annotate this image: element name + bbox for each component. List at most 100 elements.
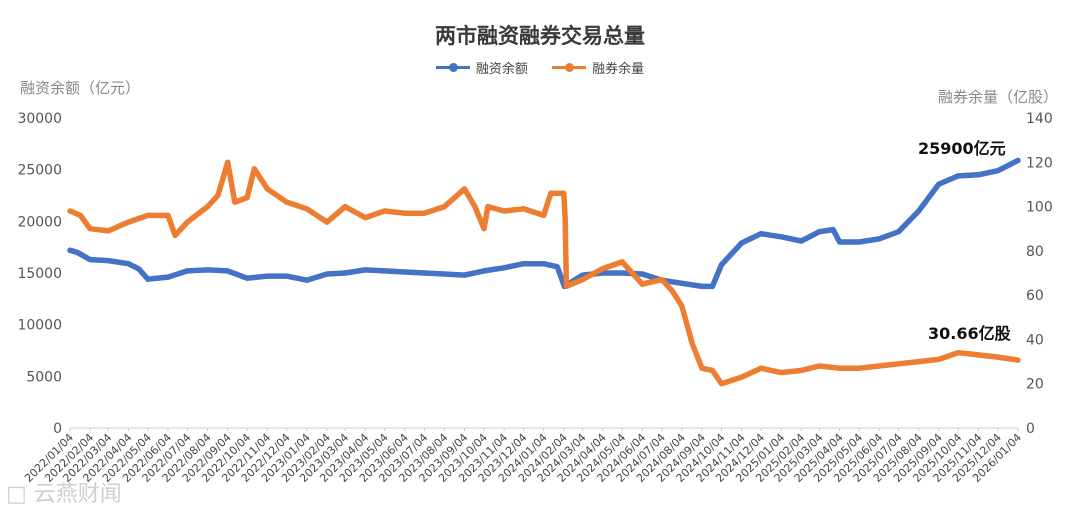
- legend-swatch-securities: [552, 63, 587, 72]
- data-point-securities: [402, 210, 408, 216]
- y-right-tick-label: 140: [1026, 111, 1053, 127]
- data-point-securities: [165, 212, 171, 218]
- data-point-securities: [669, 288, 675, 294]
- data-point-financing: [639, 271, 645, 277]
- y-left-tick-label: 0: [53, 421, 62, 437]
- data-point-financing: [718, 262, 725, 268]
- data-point-securities: [125, 219, 131, 225]
- data-point-securities: [679, 303, 685, 309]
- data-point-securities: [225, 159, 231, 165]
- data-point-securities: [501, 208, 507, 214]
- legend-swatch-financing: [435, 63, 470, 72]
- y-left-tick-label: 20000: [17, 214, 62, 230]
- data-point-financing: [362, 267, 368, 273]
- data-point-securities: [324, 219, 330, 225]
- data-point-securities: [936, 356, 942, 362]
- data-point-securities: [472, 204, 478, 210]
- data-point-securities: [739, 374, 745, 380]
- y-right-tick-label: 80: [1026, 244, 1044, 260]
- data-point-securities: [876, 363, 882, 369]
- data-point-financing: [816, 229, 823, 235]
- watermark: □ 云燕财闻: [6, 482, 122, 507]
- data-point-financing: [619, 270, 625, 276]
- data-point-securities: [659, 277, 665, 283]
- data-point-financing: [284, 273, 290, 279]
- data-point-financing: [125, 261, 131, 267]
- data-point-financing: [778, 234, 784, 240]
- data-point-securities: [709, 367, 716, 373]
- y-left-tick-label: 5000: [26, 369, 62, 385]
- data-point-financing: [876, 236, 882, 242]
- data-point-securities: [541, 212, 547, 218]
- data-point-securities: [145, 212, 151, 218]
- data-point-financing: [896, 229, 902, 235]
- y-axis-left-label: 融资余额（亿元）: [20, 79, 141, 97]
- series-line-securities: [67, 159, 1021, 387]
- data-point-financing: [995, 168, 1001, 174]
- data-point-securities: [87, 226, 93, 232]
- data-point-securities: [184, 219, 190, 225]
- data-point-financing: [837, 239, 843, 245]
- data-point-securities: [689, 341, 695, 347]
- data-point-securities: [284, 199, 290, 205]
- data-point-financing: [402, 269, 408, 275]
- data-point-financing: [554, 264, 560, 270]
- data-point-financing: [441, 271, 447, 277]
- data-point-financing: [798, 238, 804, 244]
- data-point-securities: [955, 350, 961, 356]
- data-point-securities: [580, 277, 586, 283]
- y-right-tick-label: 60: [1026, 288, 1044, 304]
- annotation-financing-end: 25900亿元: [918, 139, 1006, 158]
- data-point-securities: [639, 281, 645, 287]
- data-point-financing: [136, 266, 142, 272]
- data-point-securities: [1015, 357, 1021, 363]
- data-point-financing: [165, 274, 171, 280]
- data-point-financing: [461, 272, 468, 278]
- data-point-financing: [105, 258, 111, 264]
- data-point-securities: [548, 190, 554, 196]
- data-point-securities: [562, 215, 568, 221]
- data-point-securities: [172, 232, 178, 238]
- data-point-securities: [461, 186, 468, 192]
- y-right-tick-label: 0: [1026, 421, 1035, 437]
- data-point-financing: [521, 261, 527, 267]
- data-point-securities: [758, 365, 764, 371]
- data-point-financing: [264, 273, 270, 279]
- data-point-securities: [304, 206, 310, 212]
- y-left-tick-label: 25000: [17, 163, 62, 179]
- data-point-securities: [563, 283, 570, 289]
- data-point-financing: [709, 283, 716, 289]
- legend: 融资余额 融券余量: [0, 58, 1080, 77]
- data-point-securities: [619, 259, 625, 265]
- y-left-tick-label: 30000: [17, 111, 62, 127]
- data-point-securities: [264, 186, 270, 192]
- data-point-financing: [342, 270, 348, 276]
- y-left-tick-label: 15000: [17, 266, 62, 282]
- legend-item-securities: 融券余量: [552, 58, 644, 77]
- data-point-securities: [856, 365, 862, 371]
- data-point-financing: [324, 271, 330, 277]
- y-right-tick-label: 40: [1026, 332, 1044, 348]
- data-point-financing: [481, 268, 487, 274]
- data-point-securities: [778, 370, 784, 376]
- data-point-financing: [679, 280, 685, 286]
- data-point-financing: [87, 257, 93, 263]
- data-point-securities: [561, 190, 567, 196]
- data-point-securities: [232, 199, 238, 205]
- data-point-securities: [251, 166, 257, 172]
- data-point-financing: [382, 268, 388, 274]
- y-right-tick-label: 20: [1026, 377, 1044, 393]
- data-point-securities: [975, 352, 982, 358]
- data-point-securities: [600, 266, 606, 272]
- chart-title: 两市融资融券交易总量: [435, 23, 645, 48]
- y-right-tick-label: 100: [1026, 200, 1053, 216]
- data-point-securities: [699, 365, 705, 371]
- data-point-financing: [936, 181, 942, 187]
- data-point-financing: [205, 267, 211, 273]
- legend-item-financing: 融资余额: [435, 58, 528, 77]
- data-point-financing: [916, 208, 922, 214]
- data-point-financing: [67, 247, 73, 253]
- data-point-securities: [215, 192, 221, 199]
- y-axis-right-label: 融券余量（亿股）: [937, 88, 1058, 106]
